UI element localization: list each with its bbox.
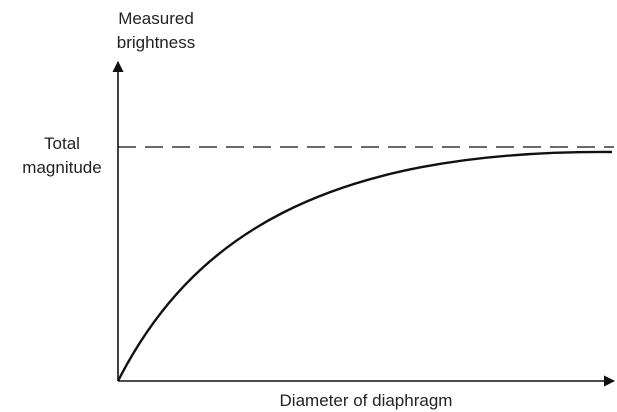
y-axis-label: brightness bbox=[117, 33, 195, 52]
reference-label: magnitude bbox=[22, 158, 101, 177]
reference-label: Total bbox=[44, 134, 80, 153]
y-axis-label: Measured bbox=[118, 9, 194, 28]
x-axis-label: Diameter of diaphragm bbox=[280, 391, 453, 410]
brightness-curve bbox=[116, 150, 613, 382]
